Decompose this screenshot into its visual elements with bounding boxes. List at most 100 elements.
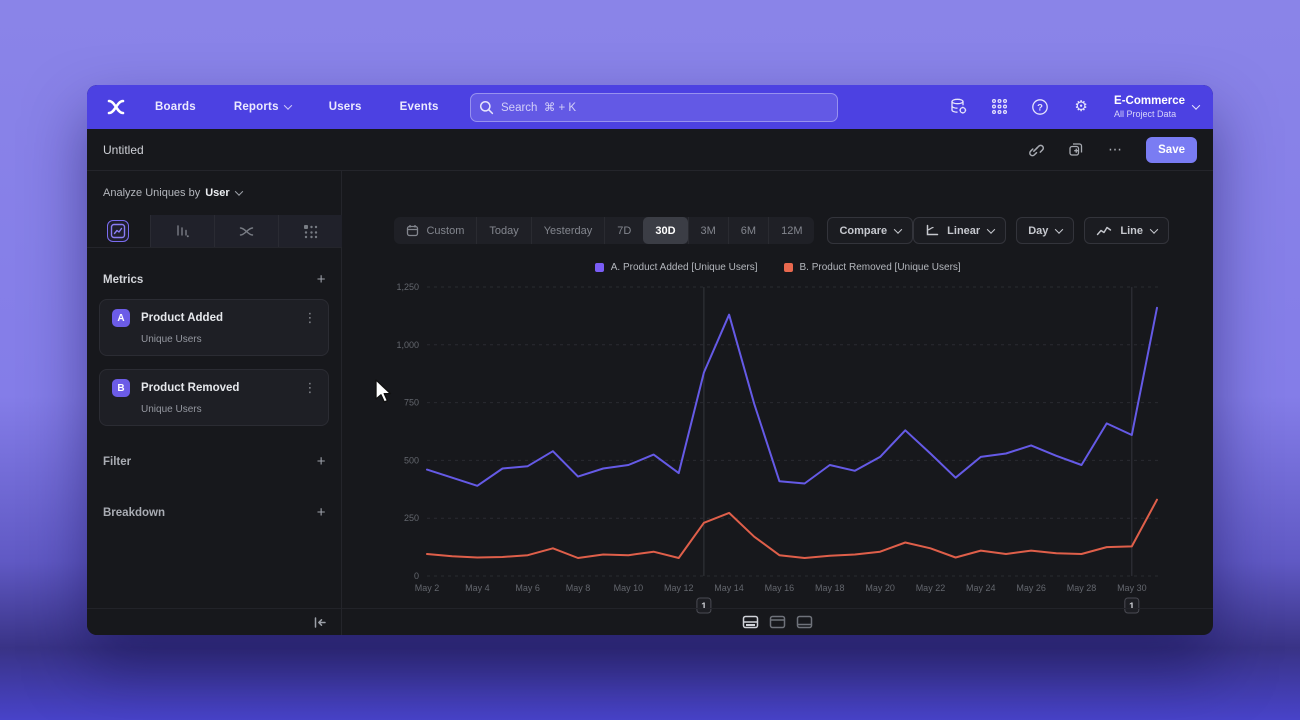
top-panel-view-icon[interactable] xyxy=(769,615,786,629)
scale-dropdown[interactable]: Linear xyxy=(913,217,1007,244)
nav-item-reports[interactable]: Reports xyxy=(234,101,292,113)
metric-card-a[interactable]: A Product Added ⋮ Unique Users xyxy=(99,299,330,356)
add-breakdown-button[interactable]: + xyxy=(316,504,326,521)
legend-item[interactable]: B. Product Removed [Unique Users] xyxy=(783,262,961,273)
project-subtitle: All Project Data xyxy=(1114,108,1177,119)
collapse-sidebar-icon[interactable] xyxy=(313,616,327,629)
apps-grid-icon[interactable] xyxy=(989,97,1009,117)
legend-swatch xyxy=(783,262,793,272)
metric-badge: B xyxy=(112,379,130,397)
annotation-badge[interactable] xyxy=(696,597,712,614)
chart-options: Linear Day Line xyxy=(913,217,1169,244)
y-tick-label: 1,250 xyxy=(397,282,420,292)
metrics-label: Metrics xyxy=(103,273,144,286)
chart-type-dropdown[interactable]: Line xyxy=(1084,217,1169,244)
range-7d[interactable]: 7D xyxy=(604,217,643,244)
query-sidebar: Analyze Uniques by User xyxy=(87,171,343,635)
series-a-line[interactable] xyxy=(426,306,1159,487)
funnels-tab[interactable] xyxy=(149,215,214,247)
range-yesterday[interactable]: Yesterday xyxy=(530,217,605,244)
metric-menu-icon[interactable]: ⋮ xyxy=(303,380,317,396)
metric-name: Product Added xyxy=(141,312,223,324)
link-icon[interactable] xyxy=(1026,141,1044,159)
project-selector[interactable]: E-Commerce All Project Data xyxy=(1114,94,1201,119)
search-input[interactable] xyxy=(470,93,838,122)
x-tick-label: May 8 xyxy=(566,583,591,593)
date-range-segment: Custom Today Yesterday 7D 30D 3M 6M 12M xyxy=(394,217,815,244)
interval-dropdown[interactable]: Day xyxy=(1016,217,1075,244)
analyze-entity-dropdown[interactable]: User xyxy=(205,187,243,199)
range-custom[interactable]: Custom xyxy=(394,217,476,244)
flows-tab[interactable] xyxy=(213,215,278,247)
metric-menu-icon[interactable]: ⋮ xyxy=(303,310,317,326)
split-view-icon[interactable] xyxy=(742,615,759,629)
more-icon[interactable]: ⋯ xyxy=(1108,141,1123,158)
metric-card-b[interactable]: B Product Removed ⋮ Unique Users xyxy=(99,369,330,426)
nav-item-users[interactable]: Users xyxy=(328,101,362,113)
mixpanel-logo[interactable] xyxy=(103,94,129,120)
x-tick-label: May 30 xyxy=(1118,583,1148,593)
insights-tab[interactable] xyxy=(87,215,150,247)
chevron-down-icon xyxy=(234,187,243,196)
chevron-down-icon xyxy=(1149,224,1159,234)
range-3m[interactable]: 3M xyxy=(687,217,728,244)
insights-icon xyxy=(107,220,130,242)
duplicate-icon[interactable] xyxy=(1066,141,1084,159)
chevron-down-icon xyxy=(283,101,292,110)
range-30d[interactable]: 30D xyxy=(643,217,688,244)
bottom-panel-view-icon[interactable] xyxy=(796,615,813,629)
annotation-badge[interactable] xyxy=(1124,597,1140,614)
flows-icon xyxy=(238,223,255,240)
breakdown-label: Breakdown xyxy=(103,506,165,519)
nav-item-boards[interactable]: Boards xyxy=(155,101,196,113)
app-window: Boards Reports Users Events xyxy=(87,85,1213,635)
y-tick-label: 250 xyxy=(404,513,419,523)
svg-text:?: ? xyxy=(1037,102,1043,113)
compare-button[interactable]: Compare xyxy=(827,217,914,244)
x-tick-label: May 6 xyxy=(516,583,541,593)
top-navbar: Boards Reports Users Events xyxy=(87,85,1213,129)
add-metric-button[interactable]: + xyxy=(316,271,326,288)
x-tick-label: May 16 xyxy=(765,583,795,593)
metric-subtitle: Unique Users xyxy=(141,404,202,415)
series-b-line[interactable] xyxy=(426,498,1159,559)
y-tick-label: 1,000 xyxy=(397,340,420,350)
filter-label: Filter xyxy=(103,455,132,468)
search-container xyxy=(470,93,838,122)
mixpanel-logo-icon xyxy=(107,99,125,115)
nav-item-events[interactable]: Events xyxy=(399,101,439,113)
legend-swatch xyxy=(594,262,604,272)
save-button[interactable]: Save xyxy=(1146,136,1197,163)
report-title[interactable]: Untitled xyxy=(103,142,144,157)
report-header: Untitled ⋯ Save xyxy=(87,129,1213,171)
x-tick-label: May 14 xyxy=(715,583,745,593)
metric-name: Product Removed xyxy=(141,382,240,394)
metric-badge: A xyxy=(112,309,130,327)
chart-legend: A. Product Added [Unique Users] B. Produc… xyxy=(342,261,1213,273)
svg-text:1: 1 xyxy=(702,601,708,612)
x-tick-label: May 10 xyxy=(614,583,644,593)
svg-text:1: 1 xyxy=(1130,601,1136,612)
range-12m[interactable]: 12M xyxy=(768,217,814,244)
metrics-section-header: Metrics + xyxy=(103,272,325,287)
x-tick-label: May 22 xyxy=(916,583,946,593)
x-tick-label: May 28 xyxy=(1067,583,1097,593)
add-filter-button[interactable]: + xyxy=(316,453,326,470)
line-chart-icon xyxy=(1097,226,1112,236)
gear-icon[interactable]: ⚙ xyxy=(1074,97,1088,116)
range-today[interactable]: Today xyxy=(476,217,530,244)
x-tick-label: May 24 xyxy=(967,583,997,593)
chevron-down-icon xyxy=(1191,101,1201,110)
range-6m[interactable]: 6M xyxy=(727,217,768,244)
chevron-down-icon xyxy=(893,224,903,234)
navbar-right: ? ⚙ E-Commerce All Project Data xyxy=(948,94,1201,119)
data-management-icon[interactable] xyxy=(948,97,968,117)
legend-item[interactable]: A. Product Added [Unique Users] xyxy=(594,262,758,273)
x-tick-label: May 2 xyxy=(415,583,440,593)
x-tick-label: May 26 xyxy=(1017,583,1047,593)
analyze-label: Analyze Uniques by xyxy=(103,187,201,199)
sidebar-footer xyxy=(87,608,342,635)
report-header-actions: ⋯ Save xyxy=(1026,136,1197,163)
retention-tab[interactable] xyxy=(277,215,342,247)
help-icon[interactable]: ? xyxy=(1030,97,1050,117)
